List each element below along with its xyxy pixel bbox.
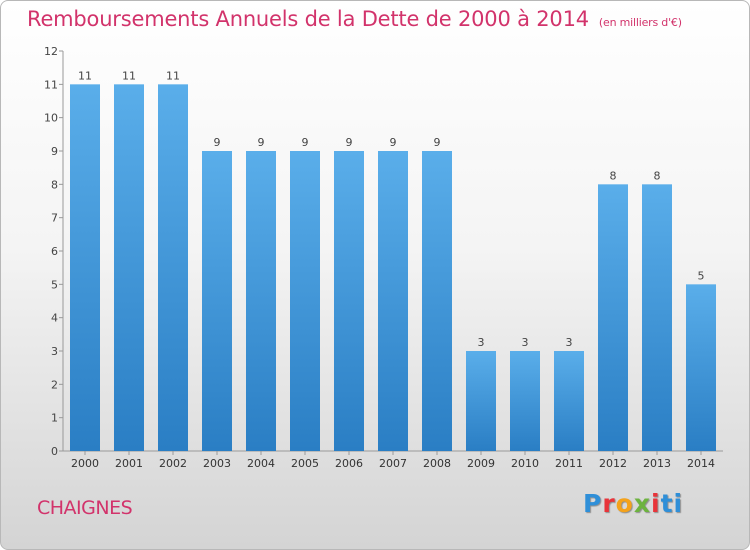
y-tick-label: 9 <box>51 145 58 158</box>
y-tick-label: 3 <box>51 345 58 358</box>
title-text: Remboursements Annuels de la Dette de 20… <box>27 7 589 31</box>
x-tick-label: 2012 <box>599 457 627 470</box>
data-label: 9 <box>258 136 265 149</box>
data-label: 11 <box>78 69 92 82</box>
bar <box>290 151 320 451</box>
x-tick-label: 2008 <box>423 457 451 470</box>
y-tick-label: 10 <box>44 112 58 125</box>
y-tick-label: 4 <box>51 312 58 325</box>
bar <box>642 184 672 452</box>
labels: 11 2000 11 2001 11 2002 9 2003 9 2004 9 2005 9 2006 9 2… <box>71 69 715 470</box>
y-tick-label: 2 <box>51 378 58 391</box>
data-label: 8 <box>654 169 661 182</box>
title-unit: (en milliers d'€) <box>598 16 682 29</box>
x-tick-label: 2011 <box>555 457 583 470</box>
bar <box>246 151 276 451</box>
bar <box>686 284 716 451</box>
y-tick-label: 1 <box>51 412 58 425</box>
x-tick-label: 2010 <box>511 457 539 470</box>
data-label: 3 <box>522 336 529 349</box>
bar <box>158 84 188 451</box>
y-tick-label: 12 <box>44 45 58 58</box>
bar <box>554 351 584 451</box>
proxiti-logo: Proxiti <box>583 489 684 518</box>
x-tick-label: 2014 <box>687 457 715 470</box>
commune-name: CHAIGNES <box>37 497 133 519</box>
data-label: 3 <box>566 336 573 349</box>
data-label: 9 <box>346 136 353 149</box>
data-label: 11 <box>166 69 180 82</box>
bars <box>70 84 716 452</box>
data-label: 9 <box>434 136 441 149</box>
bar <box>202 151 232 451</box>
y-tick-label: 6 <box>51 245 58 258</box>
x-tick-label: 2013 <box>643 457 671 470</box>
bar <box>510 351 540 451</box>
bar <box>422 151 452 451</box>
x-tick-label: 2009 <box>467 457 495 470</box>
bar <box>334 151 364 451</box>
y-tick-label: 0 <box>51 445 58 458</box>
x-tick-label: 2004 <box>247 457 275 470</box>
x-tick-label: 2006 <box>335 457 363 470</box>
bar <box>466 351 496 451</box>
x-tick-label: 2000 <box>71 457 99 470</box>
y-tick-label: 8 <box>51 178 58 191</box>
bar <box>598 184 628 452</box>
chart-title: Remboursements Annuels de la Dette de 20… <box>27 7 682 31</box>
x-tick-label: 2007 <box>379 457 407 470</box>
data-label: 11 <box>122 69 136 82</box>
data-label: 9 <box>390 136 397 149</box>
y-tick-label: 11 <box>44 78 58 91</box>
data-label: 9 <box>302 136 309 149</box>
y-tick-label: 5 <box>51 278 58 291</box>
x-tick-label: 2001 <box>115 457 143 470</box>
data-label: 8 <box>610 169 617 182</box>
bar <box>114 84 144 451</box>
data-label: 9 <box>214 136 221 149</box>
x-tick-label: 2005 <box>291 457 319 470</box>
y-tick-label: 7 <box>51 212 58 225</box>
bar <box>70 84 100 451</box>
data-label: 3 <box>478 336 485 349</box>
data-label: 5 <box>698 269 705 282</box>
x-tick-label: 2003 <box>203 457 231 470</box>
bar <box>378 151 408 451</box>
x-tick-label: 2002 <box>159 457 187 470</box>
